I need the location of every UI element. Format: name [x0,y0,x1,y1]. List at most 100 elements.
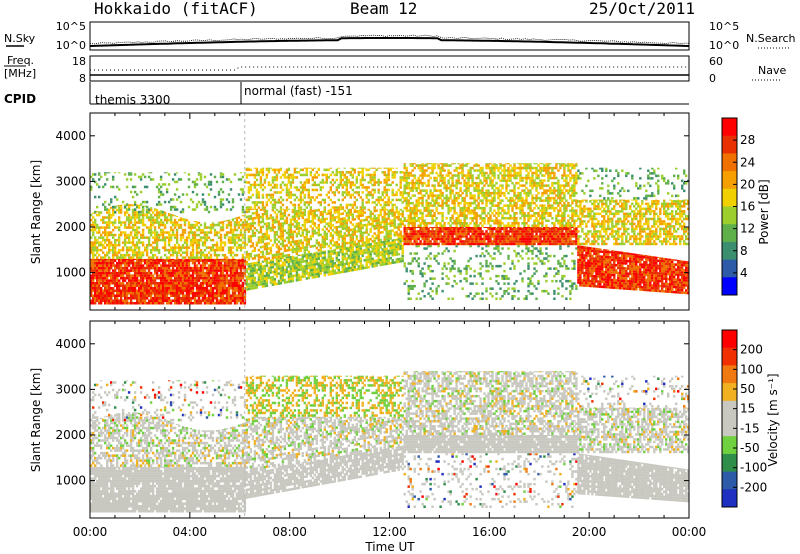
power-cell [94,221,97,224]
power-cell [365,256,368,259]
power-cell [347,229,350,232]
power-cell [261,233,265,236]
power-cell [231,246,235,249]
power-cell [375,242,378,245]
power-cell [325,263,328,266]
power-cell [371,188,374,192]
power-cell [321,266,324,270]
power-cell [139,175,143,179]
power-cell [261,267,265,271]
power-cell [387,257,390,260]
power-cell [263,257,267,261]
power-cell [213,294,217,297]
power-cell [259,265,263,268]
power-cell [295,250,299,253]
power-cell [391,203,394,207]
power-cell [217,253,221,257]
power-cell [311,266,314,269]
power-cell [289,272,293,276]
power-cell [179,236,183,239]
power-cell [327,209,330,213]
power-cell [279,232,283,236]
power-cell [423,282,426,285]
power-cell [351,246,354,249]
power-cell [293,206,297,209]
power-cell [94,264,97,267]
power-cell [405,242,408,246]
power-cell [217,190,221,194]
power-cell [259,270,263,274]
power-cell [315,262,318,266]
power-cell [333,249,336,252]
power-cell [309,198,312,202]
power-cell [201,266,205,270]
power-cell [351,176,354,179]
power-cell [201,236,205,239]
power-cell [203,248,207,252]
power-cell [375,246,378,250]
power-cell [265,252,269,255]
power-cell [291,255,295,258]
power-cell [137,287,141,290]
power-cell [227,223,231,227]
power-cell [251,274,255,277]
power-cell [359,252,362,255]
power-cell [319,243,322,247]
power-cell [247,188,251,192]
power-cell [110,292,113,295]
power-cell [297,206,301,209]
power-cell [100,248,103,252]
power-cell [255,193,259,197]
power-cell [231,289,235,292]
power-cell [135,241,139,244]
power-cell [155,259,159,262]
power-cell [247,215,251,218]
power-cell [299,258,303,261]
power-cell [369,210,372,213]
power-cell [299,206,303,209]
power-cell [257,253,261,257]
power-cell [427,163,430,165]
power-cell [175,302,179,305]
power-cell [375,251,378,255]
power-cell [417,235,420,238]
power-cell [399,208,402,211]
power-cell [341,268,344,271]
power-cell [301,257,304,261]
power-cell [305,181,308,184]
power-cell [371,247,374,251]
power-cell [321,198,324,202]
power-cell [305,245,308,249]
power-cell [167,287,171,290]
power-cell [112,236,115,239]
power-cell [275,262,279,266]
power-cell [123,256,127,259]
power-cell [112,261,115,265]
power-cell [197,246,201,249]
power-cell [355,178,358,182]
power-cell [159,190,163,194]
power-cell [331,216,334,220]
power-cell [133,294,137,297]
power-cell [237,193,241,196]
power-cell [355,235,358,238]
power-cell [401,235,404,238]
power-cell [407,217,410,220]
power-cell [249,252,253,256]
power-cell [349,256,352,260]
power-cell [417,179,420,182]
power-cell [209,180,213,184]
power-cell [129,216,133,219]
power-cell [365,266,368,269]
power-cell [163,276,167,280]
power-cell [179,248,183,252]
power-cell [385,250,388,253]
power-cell [389,201,392,204]
date-title: 25/Oct/2011 [589,0,695,18]
power-cell [207,294,211,297]
power-cell [189,269,193,272]
power-cell [339,178,342,182]
power-cell [129,284,133,287]
power-cell [123,204,127,207]
power-cell [323,220,326,223]
